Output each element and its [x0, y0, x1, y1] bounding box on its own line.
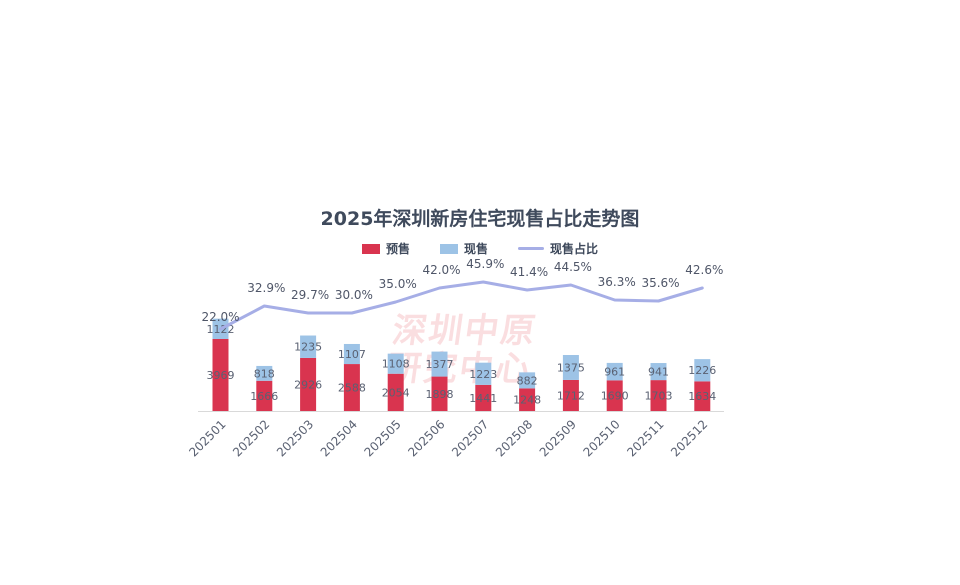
bar-presale-202501: [212, 339, 229, 411]
bar-spot-202511: [650, 363, 667, 381]
x-tick-202505: 202505: [362, 417, 404, 459]
x-tick-202510: 202510: [581, 417, 623, 459]
legend-swatch-presale: [361, 243, 380, 254]
data-label-spot-202507: 1223: [469, 368, 497, 381]
data-label-spot-202503: 1235: [294, 341, 322, 354]
bar-spot-202510: [606, 362, 623, 381]
legend-swatch-spot: [439, 243, 458, 254]
bar-spot-202505: [387, 353, 404, 374]
bar-spot-202509: [562, 355, 579, 380]
data-label-spot-202511: 941: [648, 366, 669, 379]
bar-presale-202502: [256, 380, 273, 411]
x-tick-202512: 202512: [668, 417, 710, 459]
data-label-presale-202506: 1898: [426, 388, 454, 401]
data-label-spot-202512: 1226: [688, 364, 716, 377]
data-label-presale-202507: 1441: [469, 392, 497, 405]
x-tick-202506: 202506: [405, 417, 447, 459]
x-tick-202504: 202504: [318, 417, 360, 459]
bar-presale-202511: [650, 380, 667, 411]
bar-spot-202512: [694, 359, 711, 382]
data-label-presale-202505: 2054: [382, 386, 410, 399]
bar-spot-202507: [475, 362, 492, 385]
data-label-presale-202509: 1712: [557, 389, 585, 402]
x-tick-202511: 202511: [624, 417, 666, 459]
ratio-label-202511: 35.6%: [641, 276, 679, 290]
legend-item-ratio: 现售占比: [518, 240, 598, 257]
bar-spot-202508: [519, 372, 536, 389]
legend-swatch-ratio: [518, 247, 544, 250]
ratio-label-202510: 36.3%: [598, 275, 636, 289]
ratio-label-202506: 42.0%: [422, 263, 460, 277]
legend-label-presale: 预售: [385, 242, 410, 256]
ratio-label-202501: 22.0%: [201, 310, 239, 324]
legend: 预售 现售 现售占比: [0, 240, 960, 257]
chart-title: 2025年深圳新房住宅现售占比走势图: [320, 208, 640, 230]
data-label-presale-202501: 3969: [207, 369, 235, 382]
x-tick-202509: 202509: [537, 417, 579, 459]
data-label-presale-202504: 2588: [338, 382, 366, 395]
data-label-spot-202508: 882: [517, 374, 538, 387]
bar-spot-202506: [431, 351, 448, 377]
ratio-label-202512: 42.6%: [685, 263, 723, 277]
ratio-label-202502: 32.9%: [247, 281, 285, 295]
ratio-label-202507: 45.9%: [466, 257, 504, 271]
bar-presale-202506: [431, 376, 448, 411]
x-tick-202507: 202507: [449, 417, 491, 459]
ratio-label-202509: 44.5%: [554, 260, 592, 274]
data-label-presale-202503: 2926: [294, 378, 322, 391]
data-label-spot-202502: 818: [254, 367, 275, 380]
x-tick-202503: 202503: [274, 417, 316, 459]
data-label-presale-202502: 1666: [250, 390, 278, 403]
bar-spot-202502: [256, 365, 273, 381]
ratio-line: [219, 280, 704, 331]
ratio-label-202504: 30.0%: [335, 288, 373, 302]
legend-label-ratio: 现售占比: [550, 242, 599, 256]
bar-presale-202508: [519, 388, 536, 411]
x-tick-202501: 202501: [186, 417, 228, 459]
bar-spot-202504: [343, 343, 360, 365]
legend-label-spot: 现售: [463, 242, 488, 256]
data-label-spot-202506: 1377: [426, 358, 454, 371]
legend-item-spot: 现售: [439, 240, 488, 257]
ratio-label-202508: 41.4%: [510, 265, 548, 279]
ratio-label-202503: 29.7%: [291, 288, 329, 302]
bar-spot-202503: [300, 335, 317, 358]
bar-presale-202512: [694, 381, 711, 411]
x-tick-202508: 202508: [493, 417, 535, 459]
bar-presale-202509: [562, 379, 579, 411]
data-label-presale-202512: 1634: [688, 390, 716, 403]
bar-presale-202504: [343, 364, 360, 411]
data-label-spot-202505: 1108: [382, 358, 410, 371]
x-tick-202502: 202502: [230, 417, 272, 459]
data-label-spot-202510: 961: [604, 366, 625, 379]
data-label-presale-202510: 1690: [601, 390, 629, 403]
bar-presale-202503: [300, 357, 317, 411]
bar-presale-202510: [606, 380, 623, 411]
data-label-spot-202504: 1107: [338, 348, 366, 361]
bar-presale-202505: [387, 373, 404, 411]
ratio-label-202505: 35.0%: [379, 277, 417, 291]
bar-presale-202507: [475, 384, 492, 411]
data-label-presale-202508: 1248: [513, 394, 541, 407]
data-label-presale-202511: 1703: [645, 390, 673, 403]
legend-item-presale: 预售: [361, 240, 410, 257]
data-label-spot-202509: 1375: [557, 361, 585, 374]
